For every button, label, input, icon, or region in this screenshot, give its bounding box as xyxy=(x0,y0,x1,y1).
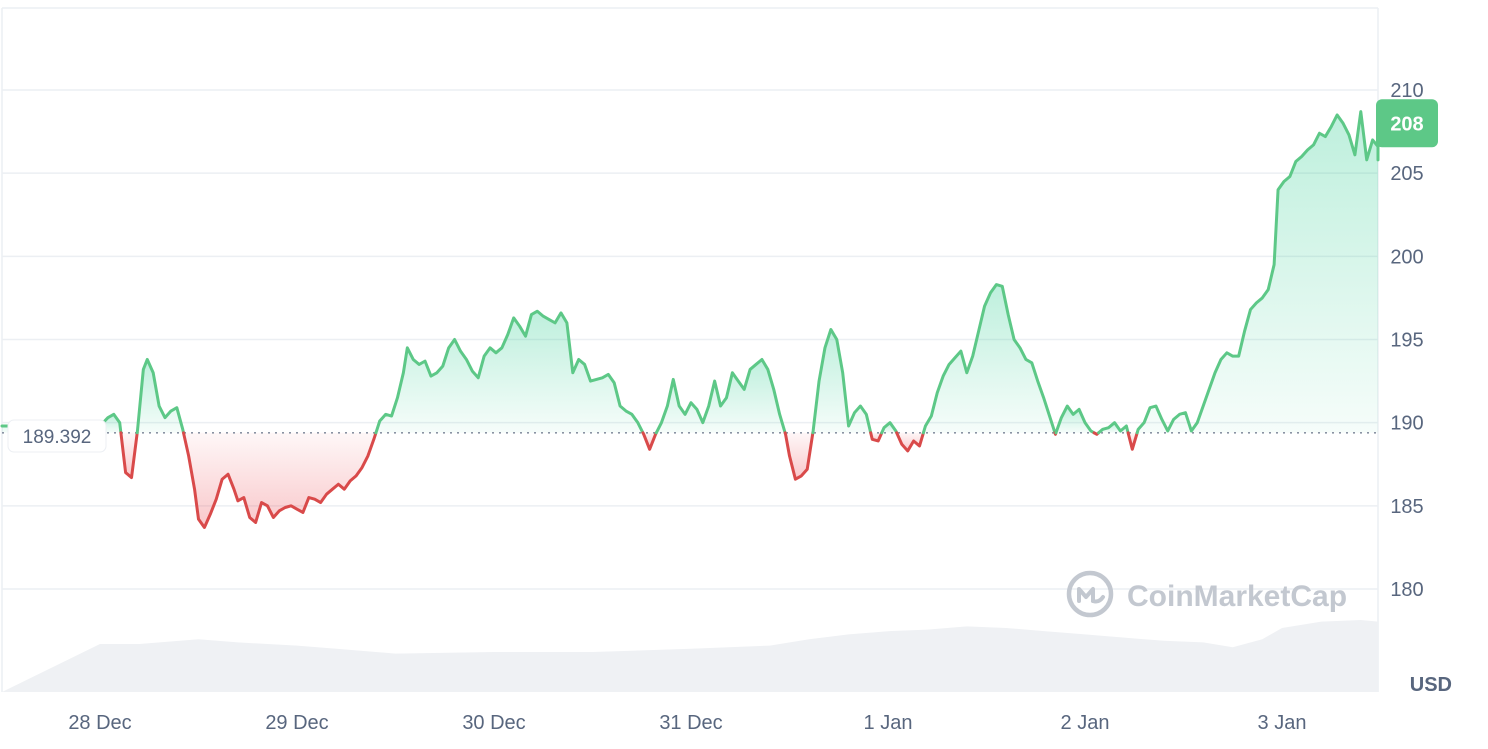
price-fill xyxy=(2,111,1378,528)
area-below-baseline xyxy=(785,432,813,480)
coinmarketcap-logo-icon xyxy=(1066,570,1114,618)
area-above-baseline xyxy=(923,284,1055,433)
current-price-value: 208 xyxy=(1390,113,1423,135)
watermark-text: CoinMarketCap xyxy=(1127,580,1347,613)
coinmarketcap-watermark: CoinMarketCap xyxy=(1066,570,1347,618)
price-line-up-segment xyxy=(811,328,873,435)
price-line-down-segment xyxy=(119,431,139,480)
price-line-down-segment xyxy=(1126,431,1139,451)
y-tick-label: 185 xyxy=(1390,496,1423,518)
area-above-baseline xyxy=(656,359,786,433)
price-line-down-segment xyxy=(869,431,884,443)
current-price-badge: 208 xyxy=(1376,99,1438,148)
volume-area-path xyxy=(2,620,1378,692)
x-tick-label: 3 Jan xyxy=(1258,712,1307,734)
y-axis: 180 185 190 195 200 205 210 xyxy=(1390,80,1423,601)
x-tick-label: 2 Jan xyxy=(1061,712,1110,734)
price-line-up-segment xyxy=(1097,421,1130,435)
y-tick-label: 200 xyxy=(1390,246,1423,268)
price-line-up-segment xyxy=(135,357,186,435)
x-axis: 28 Dec 29 Dec 30 Dec 31 Dec 1 Jan 2 Jan 3 Jan xyxy=(68,712,1306,734)
price-line-up-segment xyxy=(374,309,645,435)
price-line-down-segment xyxy=(182,431,378,529)
y-tick-label: 195 xyxy=(1390,330,1423,352)
price-line-up-segment xyxy=(1054,404,1096,435)
y-tick-label: 190 xyxy=(1390,413,1423,435)
baseline-value: 189.392 xyxy=(23,427,92,448)
x-tick-label: 31 Dec xyxy=(659,712,722,734)
area-above-baseline xyxy=(137,359,184,433)
x-tick-label: 30 Dec xyxy=(462,712,525,734)
volume-area xyxy=(2,620,1378,692)
area-below-baseline xyxy=(183,432,376,528)
baseline-label: 189.392 xyxy=(7,419,107,453)
y-tick-label: 210 xyxy=(1390,80,1423,102)
area-above-baseline xyxy=(1098,422,1129,433)
price-line xyxy=(0,110,1380,529)
price-line-down-segment xyxy=(783,431,815,481)
x-tick-label: 28 Dec xyxy=(68,712,131,734)
y-tick-label: 180 xyxy=(1390,579,1423,601)
area-above-baseline xyxy=(1137,111,1378,433)
x-tick-label: 29 Dec xyxy=(265,712,328,734)
x-tick-label: 1 Jan xyxy=(864,712,913,734)
area-above-baseline xyxy=(881,422,897,433)
y-tick-label: 205 xyxy=(1390,163,1423,185)
price-line-up-segment xyxy=(1135,110,1380,435)
price-line-up-segment xyxy=(654,357,787,435)
price-line-up-segment xyxy=(921,283,1057,435)
price-line-down-segment xyxy=(895,431,925,453)
currency-unit-label: USD xyxy=(1410,674,1452,696)
area-below-baseline xyxy=(896,432,924,451)
area-above-baseline xyxy=(812,329,871,433)
area-above-baseline xyxy=(375,311,643,433)
